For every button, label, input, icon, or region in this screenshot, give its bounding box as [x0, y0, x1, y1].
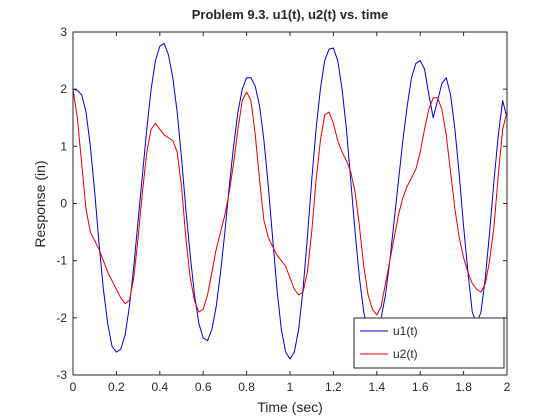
legend-label-u1: u1(t): [393, 324, 418, 338]
x-axis-title: Time (sec): [257, 399, 323, 415]
series-line-u1: [72, 42, 508, 360]
y-tick-label: 0: [60, 197, 67, 211]
y-axis-title: Response (in): [32, 160, 48, 247]
legend: u1(t) u2(t): [353, 317, 505, 369]
legend-box: [353, 317, 505, 369]
y-tick-label: 2: [60, 82, 67, 96]
x-tick-label: 1.2: [325, 380, 342, 394]
x-tick-label: 1.6: [412, 380, 429, 394]
x-tick-label: 0.6: [195, 380, 212, 394]
x-tick-label: 0.8: [238, 380, 255, 394]
x-tick-label: 0: [70, 380, 77, 394]
x-tick-label: 1: [287, 380, 294, 394]
chart-title: Problem 9.3. u1(t), u2(t) vs. time: [192, 7, 389, 22]
ticks-layer: 0 0.2 0.4 0.6 0.8 1 1.2 1.4 1.6 1.8 2 -3 -2 -1 0 1 2 3: [56, 25, 510, 394]
y-tick-label: 3: [60, 25, 67, 39]
y-tick-label: 1: [60, 139, 67, 153]
x-tick-label: 1.8: [455, 380, 472, 394]
legend-label-u2: u2(t): [393, 347, 418, 361]
x-tick-label: 2: [504, 380, 511, 394]
series-line-u2: [72, 89, 508, 316]
y-tick-label: -1: [56, 254, 67, 268]
x-tick-label: 0.4: [151, 380, 168, 394]
y-tick-label: -2: [56, 311, 67, 325]
series-layer: [72, 42, 508, 360]
x-tick-label: 0.2: [108, 380, 125, 394]
y-tick-label: -3: [56, 368, 67, 382]
x-tick-label: 1.4: [368, 380, 385, 394]
